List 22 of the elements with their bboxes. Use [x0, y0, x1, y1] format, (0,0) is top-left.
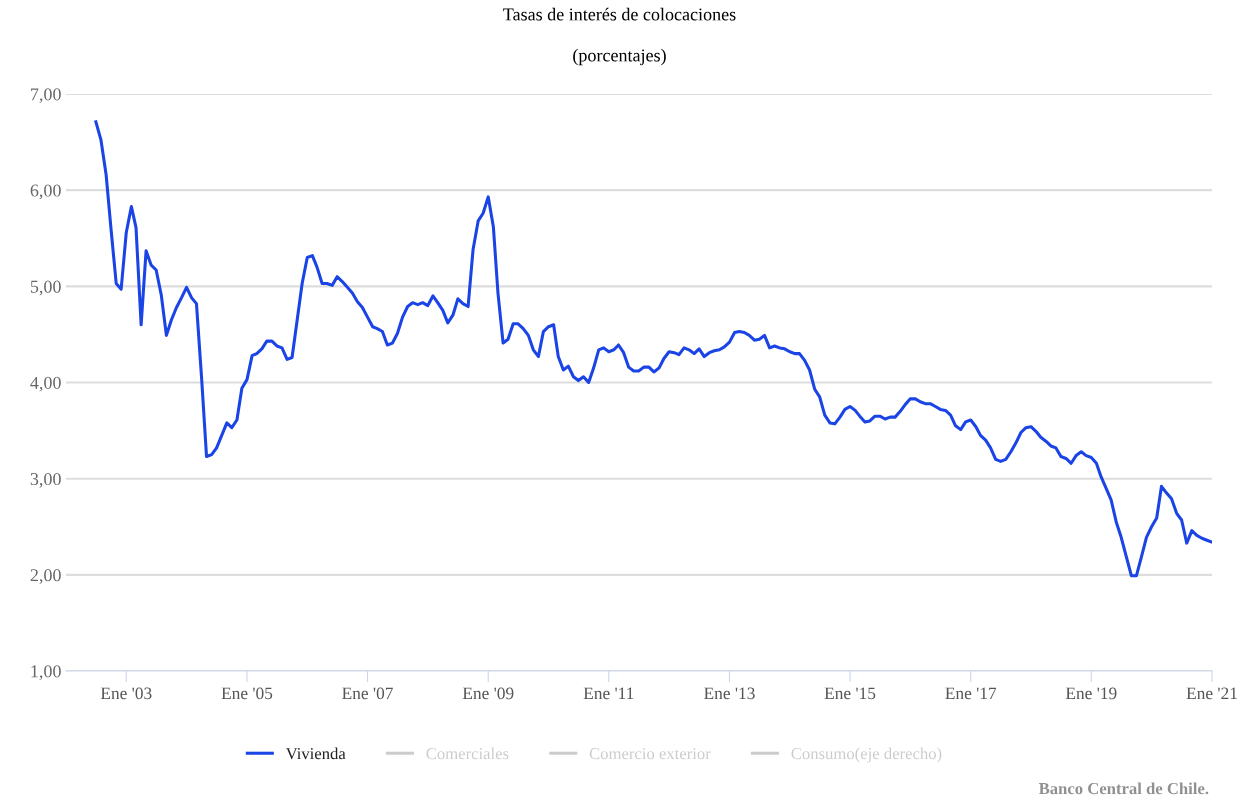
- x-tick-label: Ene '05: [221, 687, 273, 700]
- x-tick-label: Ene '13: [704, 687, 755, 700]
- y-tick-label: 7,00: [31, 88, 61, 104]
- x-tick-label: Ene '11: [583, 687, 634, 700]
- x-tick-label: Ene '03: [100, 687, 152, 700]
- y-tick-label: 5,00: [30, 280, 61, 296]
- chart-subtitle: (porcentajes): [573, 48, 666, 66]
- y-tick-label: 3,00: [30, 472, 61, 488]
- x-tick-label: Ene '09: [462, 687, 514, 700]
- text: Banco Central de Chile.: [1038, 782, 1209, 795]
- line-series: [94, 120, 1212, 578]
- x-tick-label: Ene '15: [824, 687, 876, 700]
- y-tick-label: 4,00: [30, 376, 61, 392]
- chart-title: Tasas de interés de colocaciones: [503, 7, 736, 21]
- legend-label: Vivienda: [285, 747, 346, 760]
- x-tick-label: Ene '07: [342, 687, 393, 700]
- y-tick-label: 2,00: [30, 569, 61, 584]
- x-tick-label: Ene '21: [1186, 687, 1237, 700]
- y-tick-label: 1,00: [31, 665, 61, 681]
- x-tick-label: Ene '19: [1065, 687, 1117, 700]
- x-tick-label: Ene '17: [945, 687, 997, 700]
- y-tick-label: 6,00: [30, 184, 61, 200]
